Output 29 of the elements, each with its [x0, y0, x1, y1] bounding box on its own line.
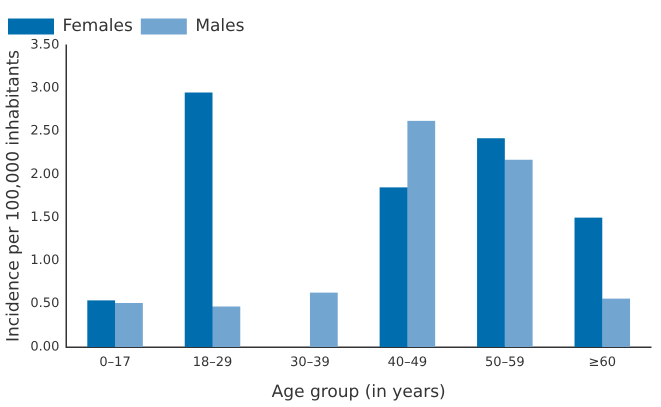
x-tick-label: 0–17	[99, 355, 131, 370]
bar	[87, 300, 116, 347]
y-tick-label: 3.00	[30, 80, 60, 96]
legend-label: Females	[62, 16, 133, 36]
bar	[115, 302, 143, 347]
x-tick-label: 50–59	[485, 355, 525, 370]
bar	[602, 298, 630, 347]
y-tick-label: 0.00	[30, 339, 60, 354]
bar	[380, 187, 408, 347]
y-tick-label: 0.50	[30, 296, 60, 312]
bar	[407, 120, 436, 347]
y-tick-label: 3.50	[30, 37, 60, 52]
bar	[477, 138, 505, 347]
bar	[504, 160, 533, 347]
x-tick-label: 30–39	[290, 355, 330, 370]
y-axis-title: Incidence per 100,000 inhabitants	[4, 50, 24, 342]
x-tick-label: ≥60	[588, 355, 616, 370]
y-tick-label: 2.00	[30, 166, 60, 182]
x-tick-label: 40–49	[388, 355, 428, 370]
bar	[574, 218, 602, 347]
y-tick-label: 2.50	[30, 124, 60, 139]
x-axis-title: Age group (in years)	[272, 382, 446, 402]
bar	[212, 306, 240, 347]
legend-label: Males	[195, 16, 245, 36]
x-tick-label: 18–29	[192, 355, 232, 370]
y-tick-label: 1.50	[30, 210, 60, 225]
bar	[184, 92, 213, 347]
y-tick-label: 1.00	[30, 253, 60, 268]
bar	[310, 292, 338, 347]
